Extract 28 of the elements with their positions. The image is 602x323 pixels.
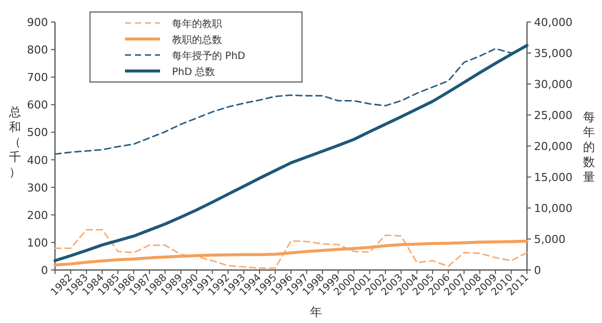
y2-tick-label: 15,000 xyxy=(534,171,572,184)
y2-tick-label: 40,000 xyxy=(534,16,572,29)
y-tick-label: 600 xyxy=(27,98,48,112)
y-tick-label: 0 xyxy=(41,264,48,277)
y2-tick-label: 30,000 xyxy=(534,78,572,91)
y-tick-label: 300 xyxy=(27,181,48,194)
line-series xyxy=(54,240,528,267)
y2-tick-label: 35,000 xyxy=(534,47,572,60)
y-tick-label: 100 xyxy=(27,236,48,250)
legend-label: 每年的教职 xyxy=(172,18,222,30)
y2-axis-title: 每年的数量 xyxy=(583,110,595,184)
y-tick-label: 200 xyxy=(27,208,48,222)
y-tick-label: 500 xyxy=(27,126,48,140)
y-tick-label: 800 xyxy=(27,44,48,57)
legend-label: PhD 总数 xyxy=(172,66,216,78)
y-tick-label: 900 xyxy=(27,16,48,29)
x-axis-title: 年 xyxy=(310,305,322,319)
y2-tick-label: 5,000 xyxy=(534,233,566,246)
y-axis-title: 总和（千） xyxy=(8,105,21,179)
legend-label: 教职的总数 xyxy=(172,34,222,46)
line-series xyxy=(54,44,528,262)
y2-tick-label: 10,000 xyxy=(534,202,572,215)
y2-tick-label: 20,000 xyxy=(534,140,572,153)
y-tick-label: 400 xyxy=(27,154,48,167)
y-tick-label: 700 xyxy=(27,71,48,84)
legend-label: 每年授予的 PhD xyxy=(172,50,246,62)
y2-tick-label: 25,000 xyxy=(534,109,572,122)
y2-tick-label: 0 xyxy=(534,264,541,277)
